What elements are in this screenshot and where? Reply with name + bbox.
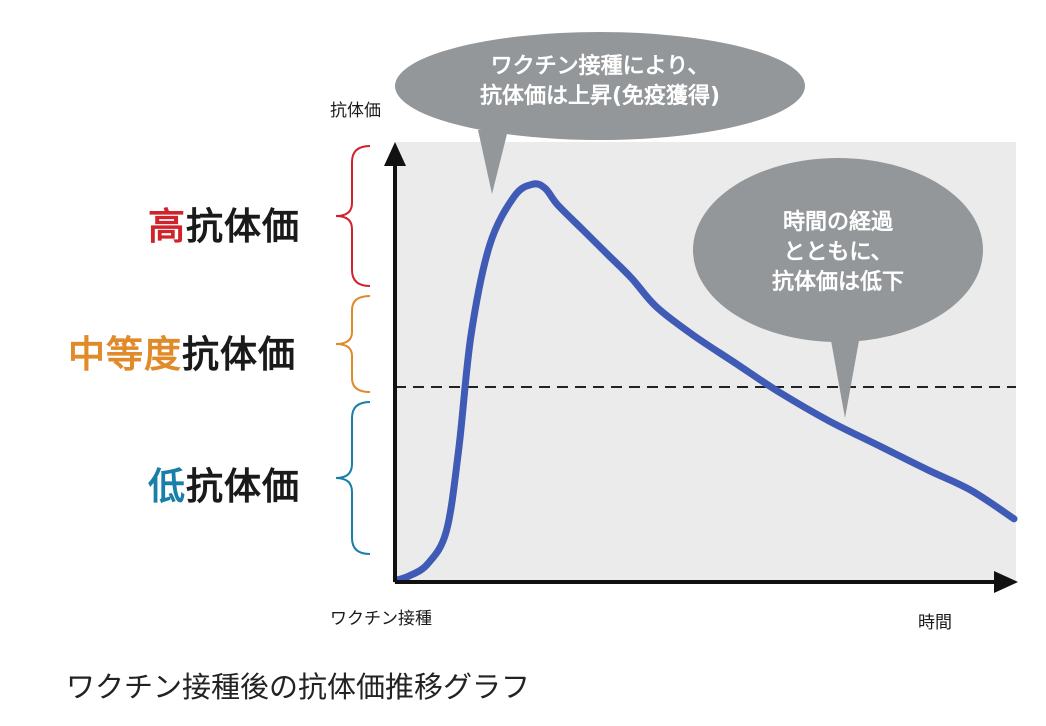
level-rest-high: 抗体価 — [186, 205, 300, 248]
x-axis-end-label: 時間 — [918, 613, 952, 633]
annotation-bubble-2-body — [693, 158, 983, 342]
annotation-1-line-1: ワクチン接種により、 — [490, 54, 710, 79]
annotation-bubble-1 — [478, 130, 508, 194]
level-accent-high: 高 — [148, 205, 186, 248]
annotation-bubble-1-body — [395, 32, 805, 140]
level-label-mid: 中等度抗体価 — [68, 324, 296, 378]
annotation-2-line-2: とともに、 — [783, 240, 893, 265]
level-label-high: 高抗体価 — [148, 196, 300, 250]
level-rest-low: 抗体価 — [186, 465, 300, 508]
annotation-1-line-2: 抗体価は上昇(免疫獲得) — [479, 84, 721, 109]
level-accent-low: 低 — [148, 465, 186, 508]
x-axis-arrow — [994, 571, 1018, 593]
annotation-1-text: ワクチン接種により、 抗体価は上昇(免疫獲得) — [430, 52, 770, 112]
level-rest-mid: 抗体価 — [182, 333, 296, 376]
level-accent-mid: 中等度 — [68, 333, 182, 376]
antibody-line — [393, 180, 1018, 584]
annotation-bubble-2 — [828, 324, 862, 418]
x-axis-start-label: ワクチン接種 — [330, 609, 432, 629]
brace-mid — [335, 295, 371, 393]
y-axis-label: 抗体価 — [330, 101, 381, 121]
caption: ワクチン接種後の抗体価推移グラフ — [66, 670, 531, 704]
level-label-low: 低抗体価 — [148, 456, 300, 510]
brace-high — [335, 145, 371, 287]
annotation-2-line-1: 時間の経過 — [782, 210, 893, 235]
annotation-2-text: 時間の経過 とともに、 抗体価は低下 — [718, 208, 958, 298]
brace-low — [335, 401, 371, 555]
y-axis-arrow — [384, 142, 406, 166]
annotation-2-line-3: 抗体価は低下 — [771, 270, 904, 295]
